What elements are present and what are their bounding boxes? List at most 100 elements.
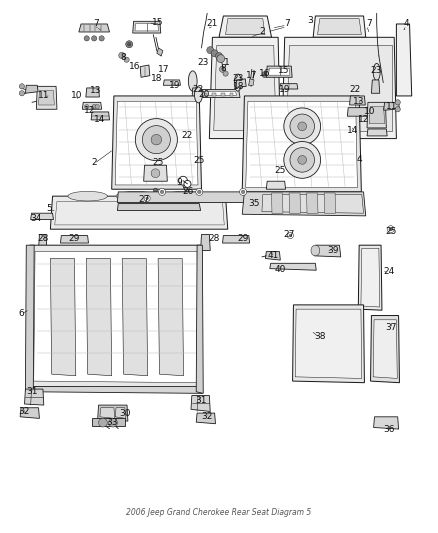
- Circle shape: [298, 156, 307, 164]
- Polygon shape: [396, 24, 412, 96]
- Bar: [230, 93, 233, 96]
- Circle shape: [159, 188, 166, 196]
- Text: 4: 4: [357, 156, 362, 164]
- Polygon shape: [384, 102, 399, 110]
- Text: 8: 8: [120, 53, 127, 62]
- Polygon shape: [163, 80, 180, 85]
- Polygon shape: [31, 213, 53, 220]
- Polygon shape: [117, 204, 201, 211]
- Polygon shape: [144, 165, 167, 181]
- Text: 22: 22: [182, 132, 193, 140]
- Text: 23: 23: [197, 59, 208, 67]
- Circle shape: [19, 91, 25, 96]
- Polygon shape: [196, 90, 240, 98]
- Circle shape: [284, 141, 321, 179]
- Circle shape: [298, 122, 307, 131]
- Circle shape: [160, 190, 164, 193]
- Circle shape: [84, 36, 89, 41]
- Circle shape: [284, 108, 321, 145]
- Circle shape: [264, 74, 266, 76]
- Text: 19: 19: [170, 81, 181, 90]
- Circle shape: [217, 55, 225, 62]
- Polygon shape: [140, 65, 150, 77]
- Polygon shape: [60, 236, 88, 243]
- Polygon shape: [236, 79, 246, 87]
- Polygon shape: [369, 107, 385, 124]
- Polygon shape: [246, 101, 357, 188]
- Bar: [212, 93, 216, 96]
- Text: 16: 16: [129, 62, 141, 70]
- Polygon shape: [79, 24, 110, 32]
- Circle shape: [290, 114, 314, 139]
- Text: 31: 31: [26, 387, 37, 396]
- Circle shape: [219, 66, 226, 72]
- Text: 4: 4: [404, 20, 409, 28]
- Circle shape: [241, 190, 245, 193]
- Polygon shape: [279, 84, 298, 89]
- Polygon shape: [324, 193, 336, 213]
- Text: 24: 24: [383, 268, 395, 276]
- Ellipse shape: [311, 245, 320, 256]
- Text: 15: 15: [278, 66, 289, 75]
- Text: 34: 34: [30, 214, 42, 223]
- Polygon shape: [25, 85, 38, 93]
- Circle shape: [151, 169, 160, 177]
- Polygon shape: [367, 102, 386, 128]
- Circle shape: [127, 43, 131, 46]
- Text: 29: 29: [69, 235, 80, 243]
- Text: 21: 21: [207, 20, 218, 28]
- Polygon shape: [117, 192, 246, 203]
- Polygon shape: [196, 245, 203, 393]
- Text: 41: 41: [268, 252, 279, 260]
- Text: 28: 28: [208, 235, 219, 243]
- Polygon shape: [347, 108, 369, 116]
- Polygon shape: [36, 86, 57, 109]
- Text: 20: 20: [198, 91, 210, 99]
- Circle shape: [387, 225, 394, 233]
- Polygon shape: [266, 181, 286, 189]
- Polygon shape: [223, 236, 250, 243]
- Circle shape: [389, 228, 392, 231]
- Polygon shape: [122, 259, 148, 376]
- Text: 23: 23: [232, 75, 244, 83]
- Circle shape: [196, 188, 203, 196]
- Text: 5: 5: [46, 205, 52, 213]
- Polygon shape: [135, 23, 159, 31]
- Text: 12: 12: [84, 106, 95, 115]
- Text: 9: 9: [177, 178, 183, 187]
- Text: 14: 14: [347, 126, 358, 135]
- Polygon shape: [265, 252, 280, 260]
- Polygon shape: [226, 19, 265, 35]
- Polygon shape: [266, 66, 292, 77]
- Polygon shape: [50, 259, 76, 376]
- Bar: [204, 93, 207, 96]
- Circle shape: [95, 104, 99, 109]
- Circle shape: [262, 71, 268, 78]
- Circle shape: [92, 104, 96, 109]
- Text: 25: 25: [152, 158, 163, 167]
- Text: 6: 6: [18, 309, 24, 318]
- Polygon shape: [242, 192, 366, 216]
- Text: 38: 38: [314, 333, 325, 341]
- Text: 2006 Jeep Grand Cherokee Rear Seat Diagram 5: 2006 Jeep Grand Cherokee Rear Seat Diagr…: [127, 508, 311, 517]
- Text: 25: 25: [194, 157, 205, 165]
- Text: 10: 10: [71, 92, 82, 100]
- Polygon shape: [115, 101, 198, 185]
- Circle shape: [215, 52, 223, 60]
- Circle shape: [85, 104, 89, 109]
- Polygon shape: [307, 193, 318, 213]
- Circle shape: [207, 46, 214, 54]
- Ellipse shape: [188, 71, 197, 91]
- Text: 30: 30: [119, 409, 131, 417]
- Circle shape: [124, 57, 129, 62]
- Circle shape: [99, 36, 104, 41]
- Text: 37: 37: [385, 324, 396, 332]
- Polygon shape: [293, 305, 364, 383]
- Polygon shape: [82, 102, 102, 109]
- Text: 2: 2: [259, 28, 265, 36]
- Circle shape: [184, 180, 191, 188]
- Circle shape: [395, 107, 400, 112]
- Ellipse shape: [194, 87, 202, 103]
- Text: 15: 15: [152, 18, 163, 27]
- Text: 29: 29: [238, 235, 249, 243]
